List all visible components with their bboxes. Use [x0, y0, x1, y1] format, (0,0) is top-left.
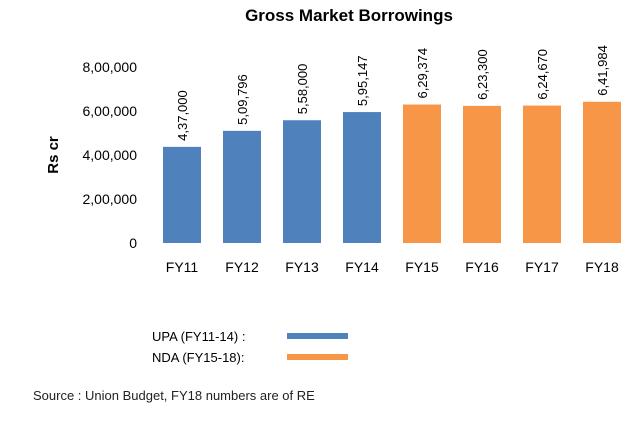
bar-fy18	[583, 101, 621, 243]
bar-fy11	[163, 146, 201, 243]
data-label-fy13: 5,58,000	[295, 64, 310, 115]
x-tick-label: FY15	[405, 259, 439, 275]
x-tick-label: FY12	[225, 259, 259, 275]
bar-fy13	[283, 120, 321, 243]
legend-label: UPA (FY11-14) :	[152, 329, 245, 344]
x-tick-label: FY18	[585, 259, 619, 275]
legend-label: NDA (FY15-18):	[152, 350, 244, 365]
bars	[163, 101, 621, 244]
legend-swatch	[287, 354, 348, 360]
data-label-fy15: 6,29,374	[415, 48, 430, 99]
bar-fy15	[403, 104, 441, 243]
data-labels: 4,37,000 5,09,796 5,58,000 5,95,147 6,29,374…	[175, 45, 610, 141]
bar-fy12	[223, 130, 261, 243]
x-tick-label: FY13	[285, 259, 319, 275]
x-axis-ticks: FY11 FY12 FY13 FY14 FY15 FY16 FY17 FY18	[166, 259, 619, 275]
y-tick-label: 4,00,000	[83, 147, 138, 163]
y-tick-label: 2,00,000	[83, 191, 138, 207]
legend: UPA (FY11-14) : NDA (FY15-18):	[152, 329, 348, 365]
x-tick-label: FY16	[465, 259, 499, 275]
data-label-fy14: 5,95,147	[355, 55, 370, 106]
data-label-fy12: 5,09,796	[235, 74, 250, 125]
y-axis-ticks: 0 2,00,000 4,00,000 6,00,000 8,00,000	[83, 59, 138, 251]
chart-title: Gross Market Borrowings	[245, 6, 453, 25]
bar-fy14	[343, 112, 381, 243]
y-tick-label: 8,00,000	[83, 59, 138, 75]
bar-fy17	[523, 105, 561, 243]
x-tick-label: FY14	[345, 259, 379, 275]
y-tick-label: 6,00,000	[83, 103, 138, 119]
source-note: Source : Union Budget, FY18 numbers are …	[33, 388, 315, 403]
y-tick-label: 0	[129, 235, 137, 251]
data-label-fy16: 6,23,300	[475, 49, 490, 100]
bar-fy16	[463, 105, 501, 244]
y-axis-label: Rs cr	[45, 136, 62, 174]
x-tick-label: FY11	[166, 259, 199, 275]
data-label-fy17: 6,24,670	[535, 49, 550, 100]
legend-swatch	[287, 333, 348, 339]
data-label-fy11: 4,37,000	[175, 90, 190, 141]
data-label-fy18: 6,41,984	[595, 45, 610, 96]
x-tick-label: FY17	[525, 259, 559, 275]
